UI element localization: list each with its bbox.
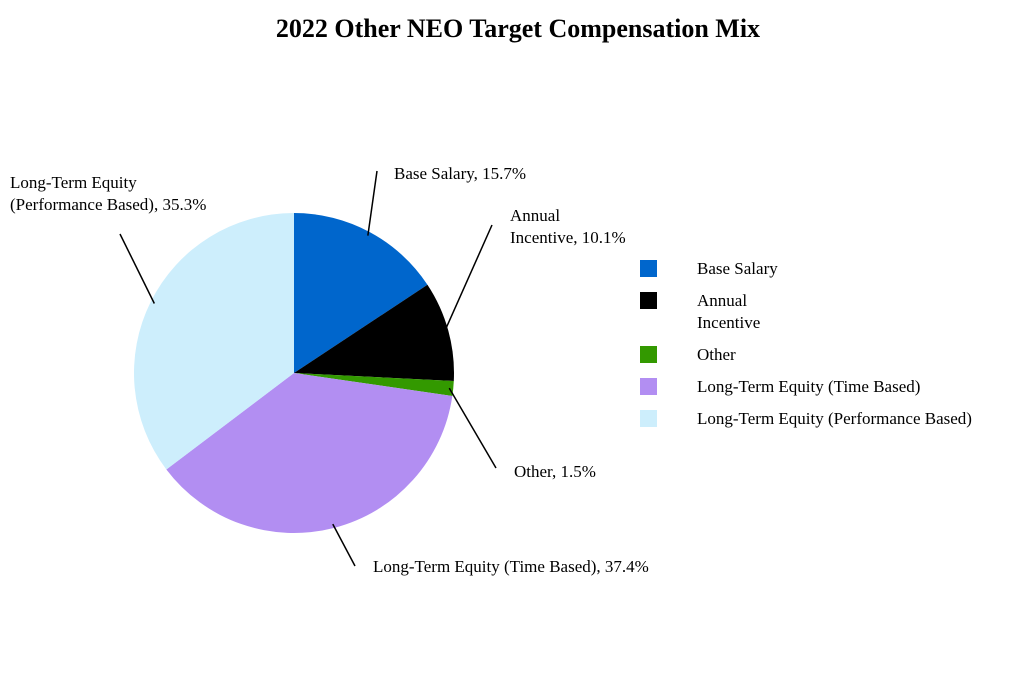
legend-label: Other	[697, 345, 736, 364]
legend-swatch	[640, 346, 657, 363]
leader-line	[443, 224, 493, 333]
pie-slice	[134, 213, 294, 470]
legend-item: Base Salary	[640, 258, 972, 280]
legend-swatch	[640, 410, 657, 427]
leader-line	[119, 233, 156, 304]
pie-slice	[166, 373, 453, 533]
leader-line	[332, 523, 356, 567]
legend-swatch	[640, 292, 657, 309]
chart-title: 2022 Other NEO Target Compensation Mix	[275, 14, 761, 43]
legend-label: Long-Term Equity (Time Based)	[697, 377, 921, 396]
legend-label: Base Salary	[697, 259, 778, 278]
slice-label: Long-Term Equity (Time Based), 37.4%	[373, 557, 649, 576]
legend-label: Annual Incentive	[697, 291, 761, 332]
legend: Base Salary Annual Incentive Other Long-Ter…	[640, 258, 972, 430]
slice-label: Base Salary, 15.7%	[394, 164, 527, 183]
legend-label: Long-Term Equity (Performance Based)	[697, 409, 972, 428]
pie-slice	[294, 284, 454, 382]
legend-item: Long-Term Equity (Performance Based)	[640, 408, 972, 430]
leader-line	[448, 387, 497, 469]
legend-swatch	[640, 260, 657, 277]
slice-label: Long-Term Equity (Performance Based), 35…	[10, 173, 207, 214]
slice-label: Other, 1.5%	[514, 462, 596, 481]
slice-label: Annual Incentive, 10.1%	[510, 206, 626, 247]
pie-slice	[294, 373, 454, 397]
pie-slice	[294, 213, 428, 373]
legend-item: Annual Incentive	[640, 290, 972, 334]
legend-item: Long-Term Equity (Time Based)	[640, 376, 972, 398]
legend-swatch	[640, 378, 657, 395]
leader-line	[367, 170, 378, 236]
legend-item: Other	[640, 344, 972, 366]
